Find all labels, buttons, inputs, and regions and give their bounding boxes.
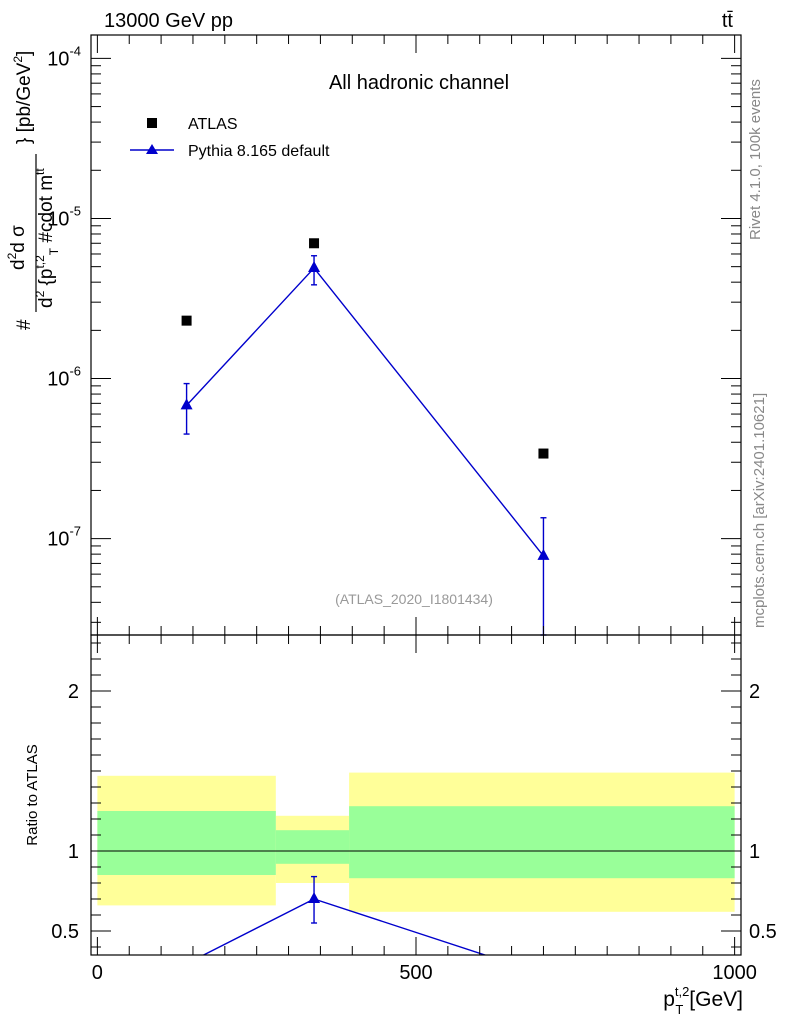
analysis-label: (ATLAS_2020_I1801434) xyxy=(335,591,493,607)
x-axis-title: pt,2 T [GeV] xyxy=(663,984,743,1017)
ratio-series-group xyxy=(202,875,488,955)
x-tick-label: 500 xyxy=(399,962,432,984)
y-axis-numerator: d2d σ xyxy=(5,225,29,270)
ratio-y-tick-label-left: 0.5 xyxy=(51,921,79,943)
mcplots-label: mcplots.cern.ch [arXiv:2401.10621] xyxy=(751,393,768,628)
atlas-point xyxy=(309,238,320,249)
band-inner xyxy=(349,806,735,879)
chart-title: All hadronic channel xyxy=(329,72,509,94)
pythia-point xyxy=(537,548,550,560)
legend: ATLAS Pythia 8.165 default xyxy=(130,116,330,160)
y-tick-label: 10-7 xyxy=(47,524,81,551)
y-tick-label: 10-4 xyxy=(47,43,81,70)
energy-label: 13000 GeV pp xyxy=(104,10,233,32)
y-axis-denominator: d2 {pt,2T #cdot mtt xyxy=(33,168,61,308)
ratio-plot-content xyxy=(91,772,741,955)
atlas-point xyxy=(181,315,192,326)
ratio-pythia-point xyxy=(308,892,321,903)
main-ticks xyxy=(91,35,741,635)
ratio-tick-labels: 0.5 0.5 1 1 2 2 0 500 1000 xyxy=(51,681,777,984)
ratio-y-tick-label-right: 2 xyxy=(749,681,760,703)
pythia-point xyxy=(180,398,193,410)
y-tick-label: 10-5 xyxy=(47,203,81,230)
x-tick-label: 0 xyxy=(92,962,103,984)
main-panel: 10-4 10-5 10-6 10-7 All hadronic channel (A… xyxy=(5,34,742,636)
ratio-panel: 0.5 0.5 1 1 2 2 0 500 1000 Ratio to ATLAS pt,2 T[… xyxy=(24,634,777,1017)
pythia-point xyxy=(308,261,321,273)
ratio-y-tick-label-left: 1 xyxy=(68,841,79,863)
band-inner xyxy=(275,830,350,864)
legend-marker-pythia xyxy=(146,144,158,154)
main-tick-labels: 10-4 10-5 10-6 10-7 xyxy=(47,43,81,550)
x-tick-label: 1000 xyxy=(712,962,757,984)
pythia-line xyxy=(186,266,544,557)
atlas-point xyxy=(538,448,549,459)
ratio-y-tick-label-right: 0.5 xyxy=(749,921,777,943)
legend-label-pythia: Pythia 8.165 default xyxy=(188,143,330,160)
process-label: tt̄ xyxy=(722,10,734,32)
y-axis-hash: # xyxy=(14,319,35,330)
rivet-label: Rivet 4.1.0, 100k events xyxy=(747,79,764,240)
y-axis-title: # d2 {pt,2T #cdot mtt d2d σ } [pb/GeV2] xyxy=(5,51,61,330)
main-plot-content xyxy=(180,238,550,636)
y-axis-units: } [pb/GeV2] xyxy=(11,51,35,144)
ratio-y-tick-label-right: 1 xyxy=(749,841,760,863)
band-inner xyxy=(97,811,276,875)
legend-marker-atlas xyxy=(147,118,157,128)
legend-label-atlas: ATLAS xyxy=(188,116,238,133)
y-tick-label: 10-6 xyxy=(47,364,81,391)
ratio-y-axis-title: Ratio to ATLAS xyxy=(24,744,41,845)
ratio-y-tick-label-left: 2 xyxy=(68,681,79,703)
ratio-ticks xyxy=(91,635,741,955)
